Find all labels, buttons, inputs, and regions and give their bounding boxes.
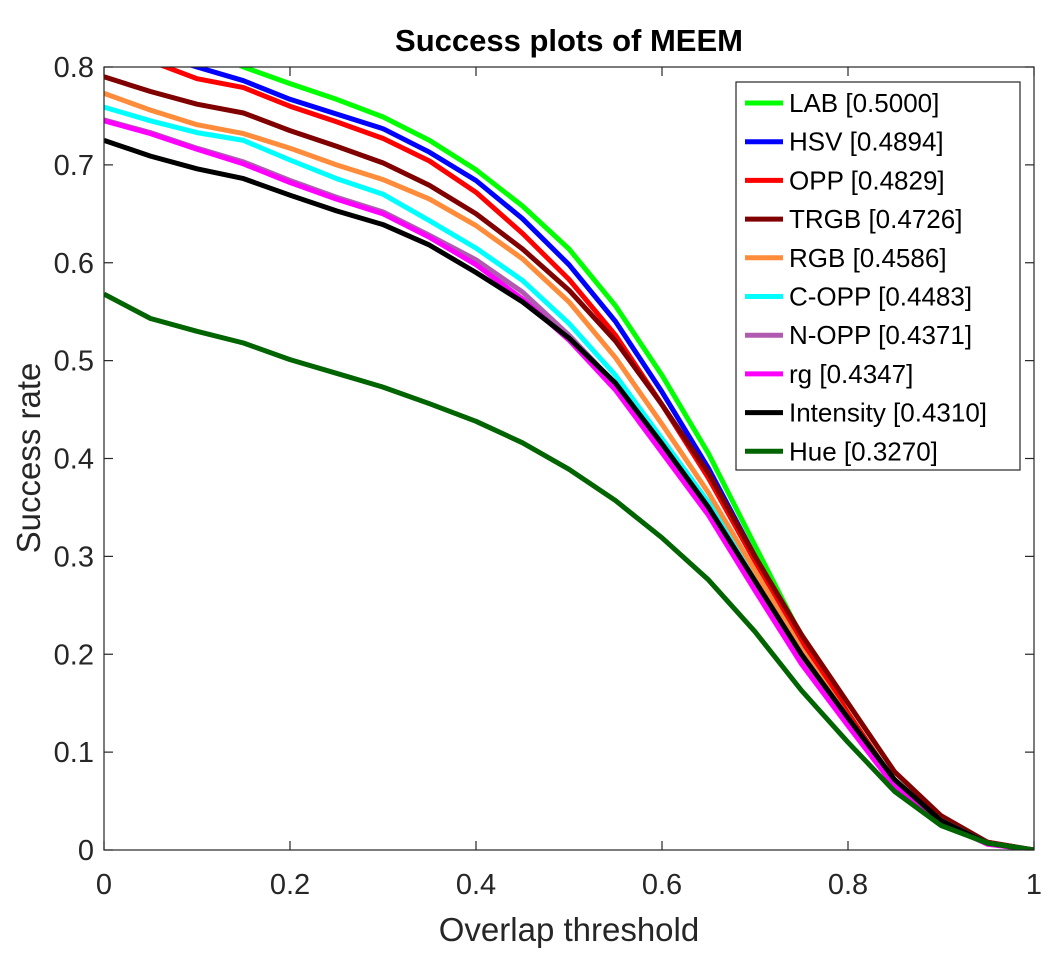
- series-layer: [104, 67, 1034, 850]
- y-axis: 0 0.1 0.2 0.3 0.4 0.5 0.6 0.7 0.8: [54, 52, 1034, 867]
- legend-entry-label: TRGB [0.4726]: [789, 204, 962, 234]
- chart-title: Success plots of MEEM: [395, 23, 743, 58]
- x-axis: 0 0.2 0.4 0.6 0.8 1: [96, 67, 1042, 901]
- legend-entry-label: RGB [0.4586]: [789, 243, 947, 273]
- series-line-3: [104, 74, 1034, 850]
- y-tick-label: 0.1: [54, 737, 94, 769]
- x-tick-label: 0.6: [642, 869, 682, 901]
- x-tick-label: 0.8: [828, 869, 868, 901]
- legend-entry-label: LAB [0.5000]: [789, 88, 939, 118]
- x-tick-label: 1: [1026, 869, 1042, 901]
- y-tick-label: 0.3: [54, 541, 94, 573]
- y-tick-label: 0.7: [54, 150, 94, 182]
- legend-entry-label: C-OPP [0.4483]: [789, 282, 972, 312]
- y-tick-label: 0.2: [54, 639, 94, 671]
- x-tick-label: 0.2: [270, 869, 310, 901]
- legend-entry-label: OPP [0.4829]: [789, 165, 945, 195]
- x-tick-label: 0.4: [456, 869, 496, 901]
- series-line-9: [104, 291, 1034, 850]
- legend-box: [735, 81, 1021, 471]
- legend-entry-label: Hue [0.3270]: [789, 436, 938, 466]
- y-tick-label: 0.4: [54, 444, 94, 476]
- x-tick-label: 0: [96, 869, 112, 901]
- legend-entry-label: HSV [0.4894]: [789, 127, 944, 157]
- legend: LAB [0.5000] HSV [0.4894] OPP [0.4829] TRGB…: [735, 81, 1021, 471]
- y-axis-title: Success rate: [10, 363, 47, 554]
- legend-entry-label: Intensity [0.4310]: [789, 398, 987, 428]
- y-tick-label: 0: [78, 835, 94, 867]
- y-tick-label: 0.6: [54, 248, 94, 280]
- y-tick-label: 0.5: [54, 346, 94, 378]
- y-tick-label: 0.8: [54, 52, 94, 84]
- legend-entry-label: N-OPP [0.4371]: [789, 320, 972, 350]
- x-axis-title: Overlap threshold: [439, 911, 699, 948]
- legend-entry-label: rg [0.4347]: [789, 359, 913, 389]
- series-line-8: [104, 138, 1034, 850]
